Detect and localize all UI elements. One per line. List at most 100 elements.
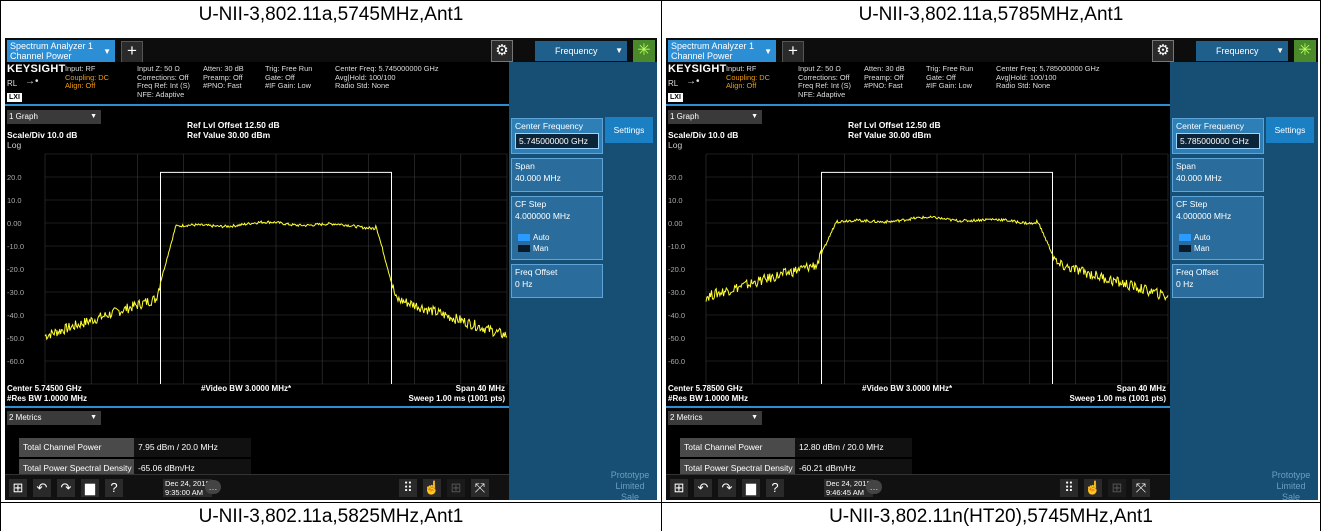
frequency-menu-button[interactable]: Frequency ▼ (1196, 41, 1288, 61)
maximize-icon[interactable]: ⤧ (471, 479, 489, 497)
metrics-table: Total Channel Power 7.95 dBm / 20.0 MHz … (19, 438, 251, 480)
spectrum-plot[interactable]: 20.0 10.0 0.00 -10.0 -20.0 -30.0 -40.0 -50.0 -60… (5, 152, 509, 392)
info-line: Atten: 30 dB (864, 64, 905, 73)
metrics-select-button[interactable]: 2 Metrics ▼ (668, 411, 762, 425)
input-arrow-icon: →• (25, 76, 39, 87)
auto-option[interactable]: Auto (518, 233, 549, 242)
message-bubble-icon[interactable]: … (205, 480, 221, 494)
touch-icon[interactable]: ☝ (1084, 479, 1102, 497)
analyzer-screen: Spectrum Analyzer 1 Channel Power ▼ + ⚙ … (5, 38, 657, 500)
info-line: Freq Ref: Int (S) (798, 81, 851, 90)
info-line: Limited (1276, 481, 1306, 491)
window-layout-icon[interactable]: ⊞ (447, 479, 465, 497)
gear-icon[interactable]: ⚙ (1152, 40, 1174, 62)
redo-icon[interactable]: ↷ (57, 479, 75, 497)
metric-value: -65.06 dBm/Hz (134, 459, 251, 478)
spectrum-trace (44, 220, 508, 341)
info-line: #IF Gain: Low (926, 81, 973, 90)
graph-select-button[interactable]: 1 Graph ▼ (668, 110, 762, 124)
span-label: Span 40 MHz (1116, 384, 1166, 393)
y-tick-label: -60.0 (7, 357, 24, 366)
center-frequency-input[interactable]: 5.785000000 GHz (1176, 133, 1260, 149)
info-line: #PNO: Fast (203, 81, 242, 90)
measuring-spinner-icon[interactable]: ✳ (633, 40, 655, 62)
ref-offset-label: Ref Lvl Offset 12.50 dB (187, 120, 280, 130)
metric-row: Total Power Spectral Density -65.06 dBm/… (19, 459, 251, 478)
settings-info-bar: KEYSIGHT RL →• LXI Input: RF Coupling: D… (666, 62, 1170, 104)
info-line: NFE: Adaptive (137, 89, 185, 99)
y-tick-label: -20.0 (668, 265, 685, 274)
man-label: Man (1194, 244, 1210, 253)
metric-value: 7.95 dBm / 20.0 MHz (134, 438, 251, 457)
span-softkey[interactable]: Span 40.000 MHz (1172, 158, 1264, 192)
message-bubble-icon[interactable]: … (866, 480, 882, 494)
keypad-icon[interactable]: ⠿ (1060, 479, 1078, 497)
cf-step-softkey[interactable]: CF Step 4.000000 MHz Auto Man (1172, 196, 1264, 260)
taskbar: ⊞ ↶ ↷ ▆ ? Dec 24, 2018 9:35:00 AM … ⠿ ☝ … (5, 474, 509, 500)
y-tick-label: -20.0 (7, 265, 24, 274)
info-col-3: Atten: 30 dB Preamp: Off #PNO: Fast (864, 64, 905, 91)
channel-bandwidth-marker (821, 171, 1053, 384)
channel-bandwidth-marker (160, 171, 392, 384)
undo-icon[interactable]: ↶ (33, 479, 51, 497)
metrics-select-button[interactable]: 2 Metrics ▼ (7, 411, 101, 425)
metrics-window: 2 Metrics ▼ Total Channel Power 7.95 dBm… (5, 406, 509, 478)
info-line: Prototype (610, 470, 650, 480)
windows-start-icon[interactable]: ⊞ (670, 479, 688, 497)
freq-offset-softkey[interactable]: Freq Offset 0 Hz (511, 264, 603, 298)
tab-bar: Spectrum Analyzer 1 Channel Power ▼ + ⚙ … (666, 38, 1318, 63)
info-col-5: Center Freq: 5.785000000 GHz Avg|Hold: 10… (996, 64, 1100, 91)
video-bw-label: #Video BW 3.0000 MHz* (201, 384, 292, 393)
graph-select-button[interactable]: 1 Graph ▼ (7, 110, 101, 124)
freq-offset-value: 0 Hz (515, 279, 533, 289)
auto-option[interactable]: Auto (1179, 233, 1210, 242)
add-screen-button[interactable]: + (121, 41, 143, 63)
settings-tab[interactable]: Settings (1266, 117, 1314, 143)
y-tick-label: -30.0 (668, 288, 685, 297)
spectrum-plot-svg: 20.0 10.0 0.00 -10.0 -20.0 -30.0 -40.0 -50.0 -60… (668, 153, 1169, 385)
windows-start-icon[interactable]: ⊞ (9, 479, 27, 497)
scale-div-label: Scale/Div 10.0 dB (7, 130, 78, 140)
grid-line (0, 502, 1321, 503)
input-label: Input: RF (65, 64, 96, 73)
frequency-menu-button[interactable]: Frequency ▼ (535, 41, 627, 61)
cf-step-softkey[interactable]: CF Step 4.000000 MHz Auto Man (511, 196, 603, 260)
info-col-2: Input Z: 50 Ω Corrections: Off Freq Ref: I… (137, 64, 190, 99)
metric-label: Total Power Spectral Density (684, 463, 793, 473)
help-icon[interactable]: ? (105, 479, 123, 497)
mode-tab-sublabel: Channel Power (10, 51, 72, 61)
settings-tab[interactable]: Settings (605, 117, 653, 143)
y-tick-label: -50.0 (7, 334, 24, 343)
span-softkey-label: Span (515, 161, 535, 171)
clock-time: 9:46:45 AM (826, 488, 864, 497)
gear-icon[interactable]: ⚙ (491, 40, 513, 62)
cf-step-label: CF Step (515, 199, 547, 209)
redo-icon[interactable]: ↷ (718, 479, 736, 497)
center-frequency-softkey[interactable]: Center Frequency 5.785000000 GHz (1172, 118, 1264, 154)
info-line: NFE: Adaptive (798, 89, 846, 99)
maximize-icon[interactable]: ⤧ (1132, 479, 1150, 497)
center-frequency-softkey[interactable]: Center Frequency 5.745000000 GHz (511, 118, 603, 154)
auto-label: Auto (1194, 233, 1211, 242)
man-option[interactable]: Man (1179, 244, 1210, 253)
freq-offset-softkey[interactable]: Freq Offset 0 Hz (1172, 264, 1264, 298)
prototype-notice: PrototypeLimitedSaleAllowed (1264, 470, 1318, 500)
softkey-panel: Center Frequency 5.745000000 GHz Setting… (509, 62, 657, 500)
center-frequency-input[interactable]: 5.745000000 GHz (515, 133, 599, 149)
man-option[interactable]: Man (518, 244, 549, 253)
keypad-icon[interactable]: ⠿ (399, 479, 417, 497)
add-screen-button[interactable]: + (782, 41, 804, 63)
mode-tab[interactable]: Spectrum Analyzer 1 Channel Power ▼ (7, 40, 115, 62)
file-icon[interactable]: ▆ (81, 479, 99, 497)
undo-icon[interactable]: ↶ (694, 479, 712, 497)
window-layout-icon[interactable]: ⊞ (1108, 479, 1126, 497)
info-line: Corrections: Off (798, 72, 850, 82)
help-icon[interactable]: ? (766, 479, 784, 497)
file-icon[interactable]: ▆ (742, 479, 760, 497)
span-softkey[interactable]: Span 40.000 MHz (511, 158, 603, 192)
align-label: Align: Off (726, 81, 757, 90)
spectrum-plot[interactable]: 20.0 10.0 0.00 -10.0 -20.0 -30.0 -40.0 -50.0 -60… (666, 152, 1170, 392)
mode-tab[interactable]: Spectrum Analyzer 1 Channel Power ▼ (668, 40, 776, 62)
measuring-spinner-icon[interactable]: ✳ (1294, 40, 1316, 62)
touch-icon[interactable]: ☝ (423, 479, 441, 497)
